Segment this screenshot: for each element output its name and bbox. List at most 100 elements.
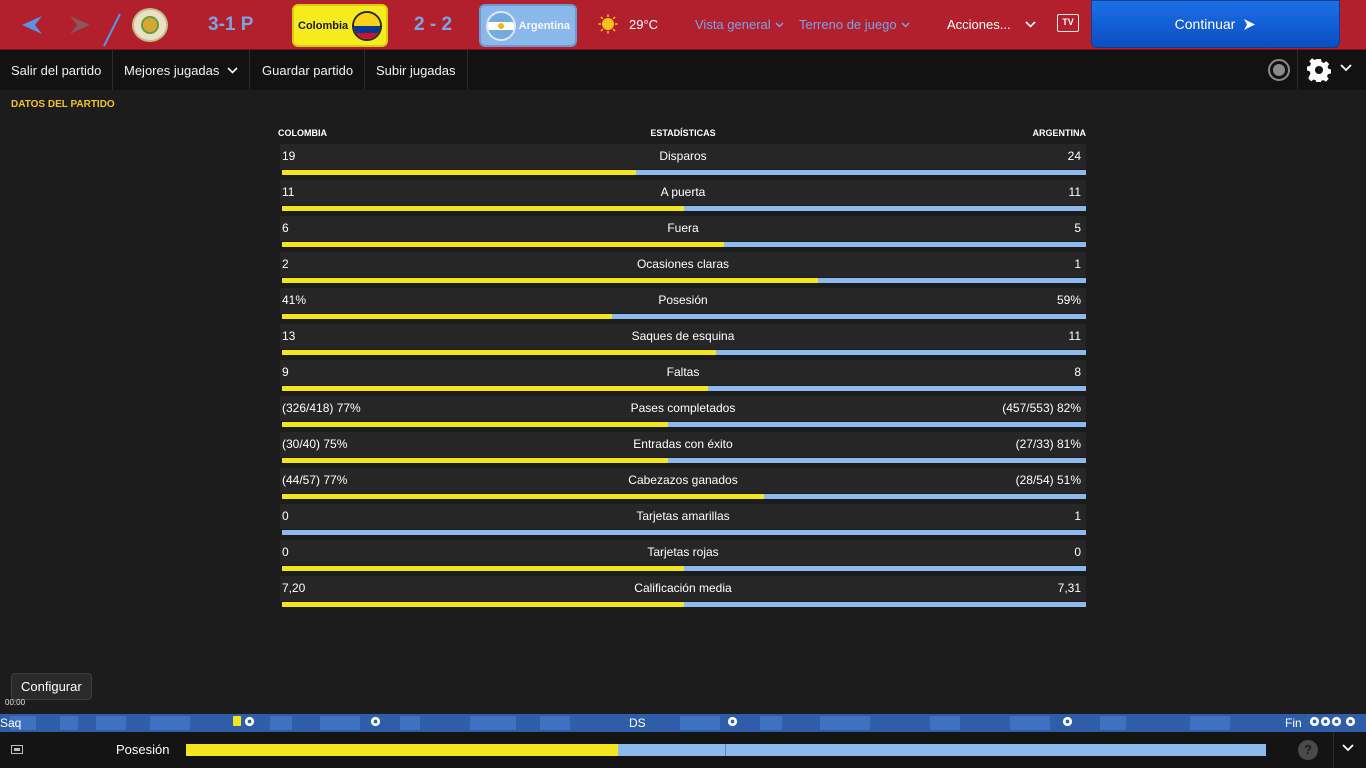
stat-rows: 19 Disparos 24 11 A puerta 11 6 Fuera 5 2 Ocasione…: [278, 144, 1088, 612]
stat-comparison-bar: [282, 350, 1086, 355]
timeline-segment: [1010, 716, 1050, 730]
timeline-end-label: Fin: [1285, 716, 1302, 730]
stat-row-background: [280, 576, 1086, 601]
match-stats-panel: COLOMBIA ESTADÍSTICAS ARGENTINA 19 Dispar…: [278, 126, 1088, 612]
menu-terreno-de-juego[interactable]: Terreno de juego: [799, 17, 910, 32]
menu-label: Terreno de juego: [799, 17, 897, 32]
forward-arrow-icon[interactable]: [64, 8, 98, 42]
stat-home-value: 0: [282, 509, 289, 523]
match-stage: 3-1 P: [208, 14, 254, 35]
stat-away-value: 5: [1074, 221, 1081, 235]
stat-label: Tarjetas amarillas: [636, 509, 730, 523]
stat-label: Calificación media: [634, 581, 732, 595]
stat-label: A puerta: [660, 185, 706, 199]
ticket-icon[interactable]: [11, 745, 23, 754]
goal-ball-icon[interactable]: [1309, 716, 1320, 727]
gear-icon[interactable]: [1307, 58, 1331, 82]
stat-away-value: (457/553) 82%: [1002, 401, 1081, 415]
stat-home-value: (44/57) 77%: [282, 473, 348, 487]
timeline-segment: [320, 716, 360, 730]
match-clock: 00:00: [5, 698, 26, 707]
home-team-name: Colombia: [298, 19, 349, 32]
action-bar: Salir del partido Mejores jugadas Guarda…: [0, 50, 1366, 90]
highlights-label: Mejores jugadas: [124, 62, 220, 78]
timeline-start-label: Saq: [0, 716, 22, 730]
tv-icon[interactable]: TV: [1057, 14, 1079, 32]
stat-home-fill: [282, 350, 717, 355]
upload-highlights-button[interactable]: Subir jugadas: [365, 50, 468, 90]
stat-label: Posesión: [658, 293, 708, 307]
stat-row: 7,20 Calificación media 7,31: [280, 576, 1086, 612]
chevron-down-icon: [227, 66, 238, 74]
timeline-half-label: DS: [629, 716, 646, 730]
stat-comparison-bar: [282, 314, 1086, 319]
possession-track: [186, 744, 1266, 756]
menu-acciones[interactable]: Acciones...: [947, 17, 1036, 32]
goal-ball-icon[interactable]: [1331, 716, 1342, 727]
goal-ball-icon[interactable]: [1062, 716, 1073, 727]
chevron-down-icon: [1025, 21, 1036, 28]
stat-away-value: (27/33) 81%: [1015, 437, 1081, 451]
match-score: 2 - 2: [414, 14, 453, 35]
stat-comparison-bar: [282, 170, 1086, 175]
stat-home-fill: [282, 206, 684, 211]
home-team-button[interactable]: Colombia: [292, 4, 388, 47]
sun-icon: [598, 14, 618, 34]
save-match-label: Guardar partido: [262, 62, 354, 78]
stat-away-value: 11: [1068, 329, 1081, 343]
chevron-down-icon[interactable]: [1342, 744, 1354, 752]
goal-ball-icon[interactable]: [1320, 716, 1331, 727]
away-team-name: Argentina: [518, 19, 570, 32]
record-icon[interactable]: [1268, 59, 1290, 81]
highlights-dropdown[interactable]: Mejores jugadas: [113, 50, 251, 90]
section-title: DATOS DEL PARTIDO: [11, 99, 115, 110]
competition-logo-icon[interactable]: [132, 8, 168, 42]
stat-away-value: 7,31: [1057, 581, 1081, 595]
chevron-down-icon: [775, 21, 784, 28]
chevron-down-icon[interactable]: [1340, 64, 1352, 72]
stat-row: 6 Fuera 5: [280, 216, 1086, 252]
timeline-segment: [270, 716, 292, 730]
stat-label: Fuera: [667, 221, 699, 235]
back-arrow-icon[interactable]: [14, 8, 48, 42]
stat-row-background: [280, 180, 1086, 205]
stat-home-value: 6: [282, 221, 289, 235]
away-team-button[interactable]: Argentina: [479, 4, 577, 47]
stat-row: 13 Saques de esquina 11: [280, 324, 1086, 360]
yellow-card-icon[interactable]: [233, 716, 241, 726]
exit-match-button[interactable]: Salir del partido: [0, 50, 114, 90]
continue-button[interactable]: Continuar: [1091, 0, 1340, 48]
stat-row: 9 Faltas 8: [280, 360, 1086, 396]
chevron-down-icon: [901, 21, 910, 28]
colombia-flag-icon: [352, 11, 382, 41]
goal-ball-icon[interactable]: [244, 716, 255, 727]
goal-ball-icon[interactable]: [1345, 716, 1356, 727]
possession-midline: [725, 744, 726, 756]
timeline-segment: [540, 716, 570, 730]
stat-home-fill: [282, 278, 819, 283]
configure-button[interactable]: Configurar: [11, 673, 92, 700]
goal-ball-icon[interactable]: [727, 716, 738, 727]
stat-home-value: 0: [282, 545, 289, 559]
stat-comparison-bar: [282, 566, 1086, 571]
timeline-segment: [930, 716, 960, 730]
match-timeline[interactable]: Saq DS Fin: [0, 714, 1366, 732]
goal-ball-icon[interactable]: [370, 716, 381, 727]
timeline-segment: [1100, 716, 1126, 730]
timeline-segment: [400, 716, 420, 730]
stat-row-background: [280, 468, 1086, 493]
stat-home-value: (30/40) 75%: [282, 437, 348, 451]
stat-label: Entradas con éxito: [633, 437, 733, 451]
stat-home-fill: [282, 566, 684, 571]
timeline-segment: [1190, 716, 1230, 730]
save-match-button[interactable]: Guardar partido: [251, 50, 366, 90]
stat-row-background: [280, 144, 1086, 169]
upload-highlights-label: Subir jugadas: [376, 62, 456, 78]
divider-slash: [100, 12, 124, 53]
menu-vista-general[interactable]: Vista general: [695, 17, 784, 32]
timeline-segment: [10, 716, 36, 730]
argentina-flag-icon: [486, 11, 516, 41]
stat-row: 0 Tarjetas amarillas 1: [280, 504, 1086, 540]
stats-header-title: ESTADÍSTICAS: [650, 128, 716, 138]
help-icon[interactable]: ?: [1298, 740, 1318, 760]
